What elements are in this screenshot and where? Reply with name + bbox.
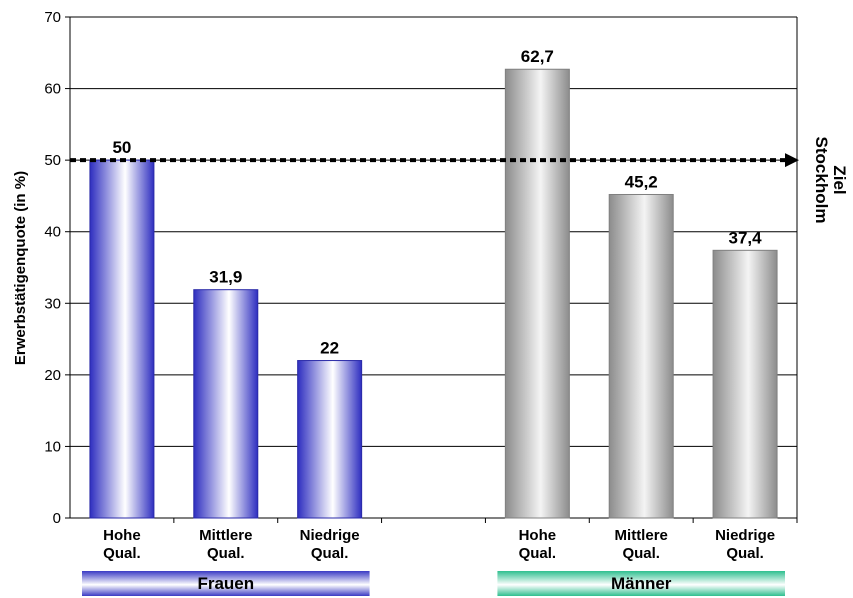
y-tick-label: 10 (44, 438, 61, 455)
group-label-box (497, 571, 785, 596)
group-label-box (82, 571, 370, 596)
x-tick-labels: HoheQual.MittlereQual.NiedrigeQual.HoheQ… (103, 527, 775, 562)
data-label: 62,7 (521, 47, 554, 66)
target-label-line: Ziel (830, 165, 849, 194)
bar (504, 68, 570, 519)
data-label: 22 (320, 339, 339, 358)
x-tick-label: Hohe (519, 527, 557, 544)
y-tick-label: 40 (44, 224, 61, 241)
target-arrowhead (785, 153, 799, 168)
axes (65, 16, 798, 523)
bar (297, 360, 363, 519)
y-tick-label: 20 (44, 367, 61, 384)
bars (89, 68, 778, 519)
data-label: 31,9 (209, 268, 242, 287)
y-tick-labels: 0 10 20 30 40 50 60 70 (44, 9, 61, 527)
y-axis-label: Erwerbstätigenquote (in %) (12, 171, 29, 365)
x-tick-label: Qual. (207, 545, 245, 562)
y-tick-label: 50 (44, 152, 61, 169)
y-tick-label: 0 (53, 510, 61, 527)
bar (89, 159, 155, 519)
x-tick-label: Mittlere (615, 527, 668, 544)
x-tick-label: Qual. (103, 545, 141, 562)
y-tick-label: 70 (44, 9, 61, 26)
x-tick-label: Qual. (622, 545, 660, 562)
data-label: 37,4 (729, 228, 763, 247)
x-tick-label: Qual. (311, 545, 349, 562)
gridlines (70, 16, 797, 447)
bar (193, 289, 259, 519)
data-label: 50 (112, 138, 131, 157)
value-labels: 50 31,9 22 62,7 45,2 37,4 (112, 47, 762, 357)
target-label-line: Stockholm (812, 137, 831, 224)
y-tick-label: 60 (44, 81, 61, 98)
y-tick-label: 30 (44, 295, 61, 312)
group-label: Frauen (197, 574, 254, 593)
bar (608, 193, 674, 519)
x-tick-label: Niedrige (715, 527, 775, 544)
data-label: 45,2 (625, 172, 658, 191)
bar (712, 249, 778, 519)
group-labels: Frauen Männer (82, 571, 785, 596)
group-label: Männer (611, 574, 672, 593)
x-tick-label: Qual. (519, 545, 557, 562)
x-tick-label: Mittlere (199, 527, 252, 544)
x-tick-label: Niedrige (300, 527, 360, 544)
x-tick-label: Qual. (726, 545, 764, 562)
x-tick-label: Hohe (103, 527, 141, 544)
